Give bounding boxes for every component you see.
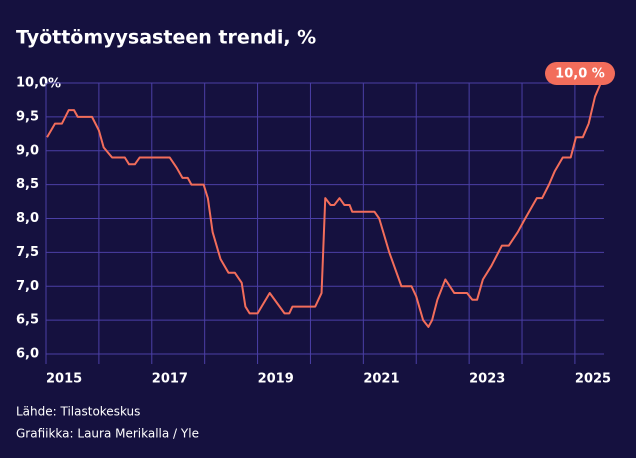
x-tick-label: 2015 (46, 372, 82, 387)
y-tick-label: 6,5 (16, 313, 39, 328)
y-tick-label: 6,0 (16, 347, 39, 362)
credit: Grafiikka: Laura Merikalla / Yle (16, 427, 199, 441)
y-unit: % (48, 77, 61, 92)
y-tick-label: 7,0 (16, 279, 39, 294)
source: Lähde: Tilastokeskus (16, 405, 140, 419)
y-tick-label: 8,5 (16, 177, 39, 192)
x-tick-label: 2017 (152, 372, 188, 387)
annotation: 10,0 % (555, 67, 605, 82)
y-tick-label: 9,5 (16, 109, 39, 124)
x-tick-label: 2021 (363, 372, 399, 387)
data-line (46, 82, 602, 328)
x-tick-label: 2025 (575, 372, 611, 387)
chart-title: Työttömyysasteen trendi, % (16, 27, 316, 49)
marks (46, 82, 602, 328)
y-tick-label: 9,0 (16, 143, 39, 158)
x-tick-label: 2019 (258, 372, 294, 387)
annotation-pill (545, 62, 615, 85)
y-tick-label: 7,5 (16, 245, 39, 260)
y-tick-label: 8,0 (16, 211, 39, 226)
x-tick-label: 2023 (469, 372, 505, 387)
y-tick-label: 10,0 (16, 76, 48, 91)
